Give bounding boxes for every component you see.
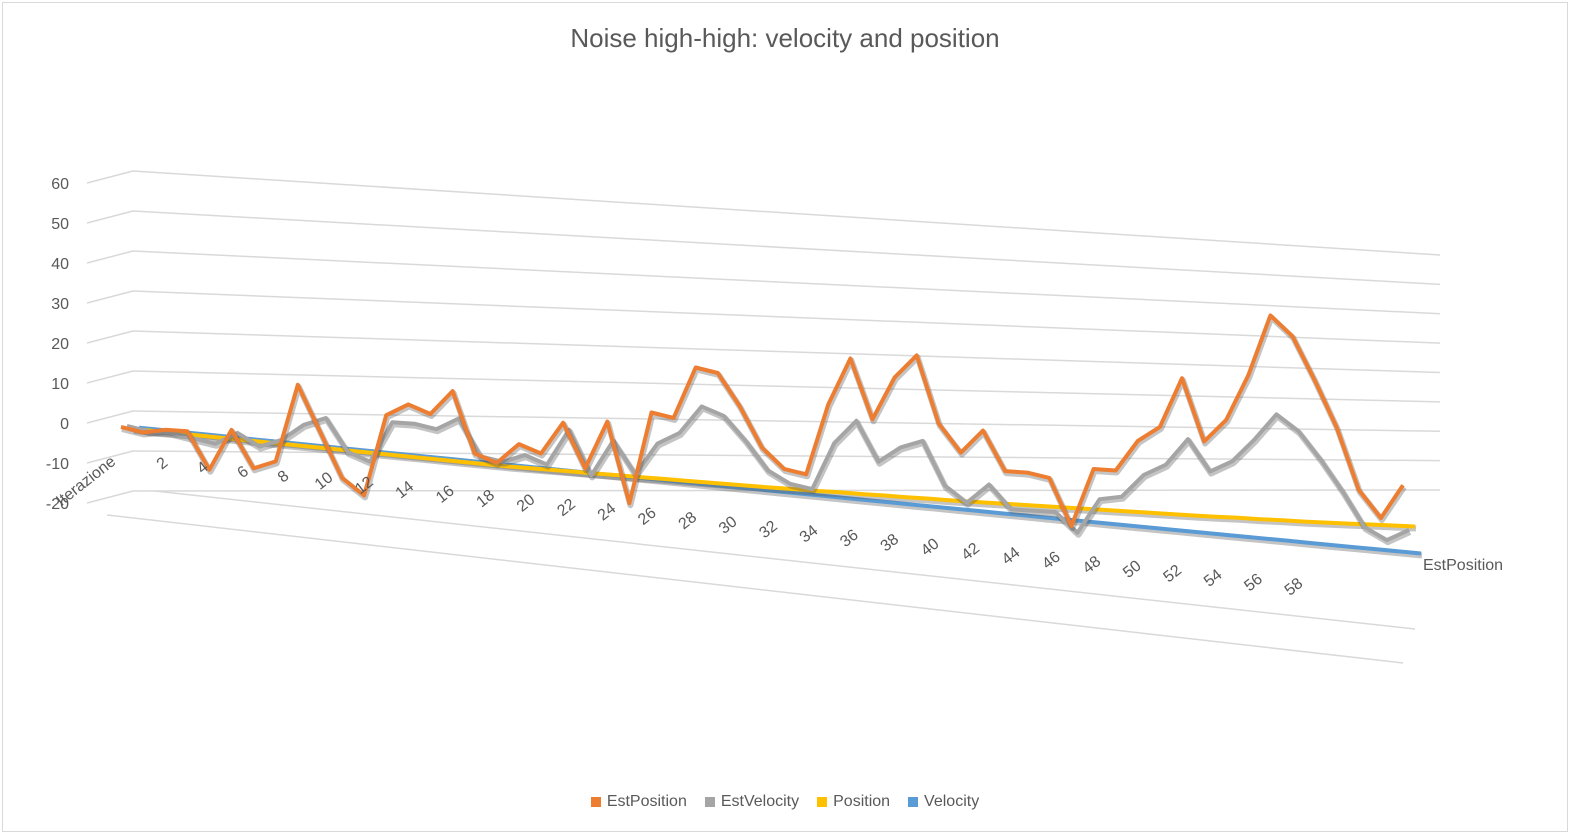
legend-label: Velocity: [924, 793, 980, 810]
x-tick-label: 16: [433, 482, 458, 506]
series-line-estvelocity: [126, 404, 1410, 543]
legend-swatch: [590, 797, 601, 807]
y-tick-label: 50: [51, 216, 69, 233]
legend-item-velocity: Velocity: [908, 793, 979, 811]
y-tick-label: 0: [60, 416, 69, 433]
floor-back-line: [154, 490, 1416, 630]
gridline: [132, 410, 1441, 432]
gridline: [132, 170, 1441, 256]
x-tick-label: 46: [1039, 549, 1064, 573]
y-tick-label: 30: [51, 296, 69, 313]
x-tick-label: 58: [1282, 575, 1307, 599]
gridline-stub: [86, 170, 134, 184]
x-tick-label: 44: [999, 544, 1024, 568]
gridline-stub: [86, 410, 134, 424]
gridline: [132, 370, 1441, 403]
floor-front-line: [106, 514, 1404, 664]
x-tick-label: 34: [797, 522, 822, 546]
x-tick-label: 50: [1120, 557, 1145, 581]
y-tick-label: 20: [51, 336, 69, 353]
series-line-estposition: [120, 313, 1405, 528]
y-tick-label: 40: [51, 256, 69, 273]
x-tick-label: 26: [635, 504, 660, 528]
x-tick-label: 52: [1161, 562, 1186, 586]
gridline-stub: [86, 370, 134, 384]
x-tick-label: 14: [393, 478, 418, 502]
x-tick-label: 40: [918, 535, 943, 559]
x-tick-label: 30: [716, 513, 741, 537]
legend-item-estvelocity: EstVelocity: [704, 793, 800, 811]
chart-title: Noise high-high: velocity and position: [570, 23, 1000, 53]
x-tick-label: 8: [275, 467, 293, 486]
legend-swatch: [908, 797, 919, 807]
gridline: [132, 210, 1441, 286]
legend-swatch: [817, 797, 828, 807]
legend-label: EstVelocity: [720, 793, 800, 810]
gridline: [132, 330, 1441, 374]
gridline: [132, 250, 1441, 315]
legend-label: Position: [833, 793, 891, 810]
x-tick-label: 22: [554, 496, 579, 520]
x-tick-label: 36: [837, 526, 862, 550]
legend-item-position: Position: [817, 793, 890, 811]
gridline-stub: [86, 330, 134, 344]
legend-swatch: [704, 797, 715, 807]
gridline: [132, 290, 1441, 344]
x-tick-label: 48: [1080, 553, 1105, 577]
y-tick-label: -10: [46, 456, 69, 473]
x-tick-label: 42: [958, 540, 983, 564]
gridline-stub: [86, 290, 134, 304]
gridline-stub: [86, 210, 134, 224]
x-tick-label: 24: [595, 500, 620, 524]
x-tick-label: 54: [1201, 566, 1226, 590]
legend: EstPosition EstVelocity Position Velocity: [3, 793, 1567, 811]
y-tick-label: 10: [51, 376, 69, 393]
x-tick-label: 28: [676, 509, 701, 533]
x-tick-label: 56: [1241, 571, 1266, 595]
x-tick-label: 2: [154, 454, 172, 473]
x-tick-label: 20: [514, 491, 539, 515]
legend-label: EstPosition: [606, 793, 687, 810]
gridline-stub: [86, 490, 134, 504]
x-tick-label: 32: [756, 518, 781, 542]
gridline-stub: [86, 250, 134, 264]
x-tick-label: 38: [878, 531, 903, 555]
x-tick-label: 10: [312, 469, 337, 493]
gridline-stub: [86, 450, 134, 464]
depth-axis-label: EstPosition: [1423, 557, 1503, 574]
y-tick-label: 60: [51, 176, 69, 193]
legend-item-estposition: EstPosition: [590, 793, 687, 811]
y-tick-label: -20: [46, 496, 69, 513]
